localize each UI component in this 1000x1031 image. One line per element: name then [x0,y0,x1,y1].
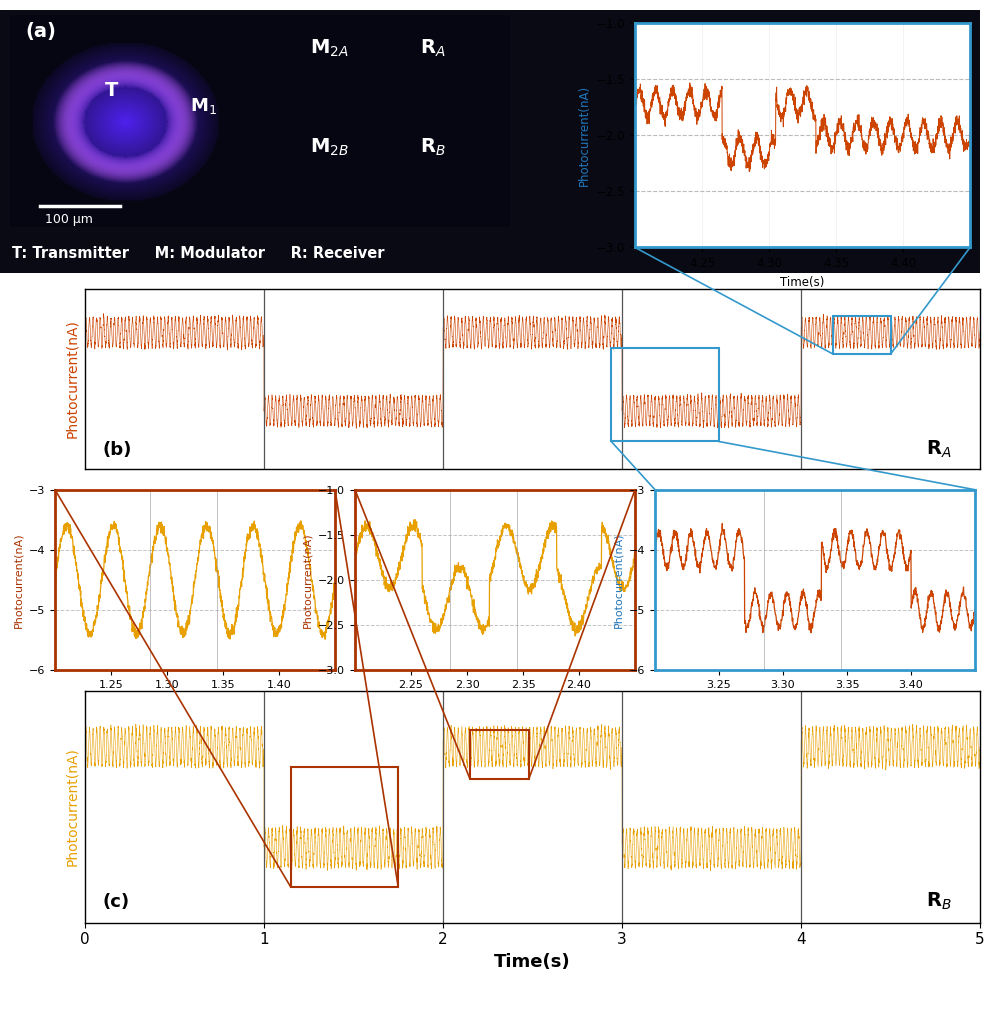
Text: R$_B$: R$_B$ [420,137,446,158]
Y-axis label: Photocurrent(nA): Photocurrent(nA) [13,532,23,628]
Text: T: T [105,80,118,100]
Y-axis label: Photocurrent(nA): Photocurrent(nA) [65,747,79,866]
Text: R$_A$: R$_A$ [420,37,446,59]
Text: (c): (c) [103,893,130,910]
Bar [291,767,398,888]
Text: R$_B$: R$_B$ [926,891,952,911]
Text: M$_{2A}$: M$_{2A}$ [310,37,349,59]
X-axis label: Time(s): Time(s) [474,696,516,705]
Text: R$_A$: R$_A$ [926,438,952,460]
X-axis label: Time(s): Time(s) [174,696,216,705]
Y-axis label: Photocurrent(nA): Photocurrent(nA) [613,532,623,628]
Bar [470,730,529,778]
Y-axis label: Photocurrent(nA): Photocurrent(nA) [578,85,591,186]
Text: (a): (a) [25,22,56,40]
Text: M$_1$: M$_1$ [190,96,217,115]
Y-axis label: Photocurrent(nA): Photocurrent(nA) [303,532,313,628]
Text: T: Transmitter     M: Modulator     R: Receiver: T: Transmitter M: Modulator R: Receiver [12,245,385,261]
Bar [833,317,891,355]
Text: M$_{2B}$: M$_{2B}$ [310,137,349,158]
X-axis label: Time(s): Time(s) [780,275,825,289]
Text: 100 μm: 100 μm [45,212,93,226]
X-axis label: Time(s): Time(s) [494,953,571,971]
Text: (b): (b) [103,440,132,459]
X-axis label: Time(s): Time(s) [794,696,836,705]
Y-axis label: Photocurrent(nA): Photocurrent(nA) [65,320,79,438]
Bar [611,348,719,441]
